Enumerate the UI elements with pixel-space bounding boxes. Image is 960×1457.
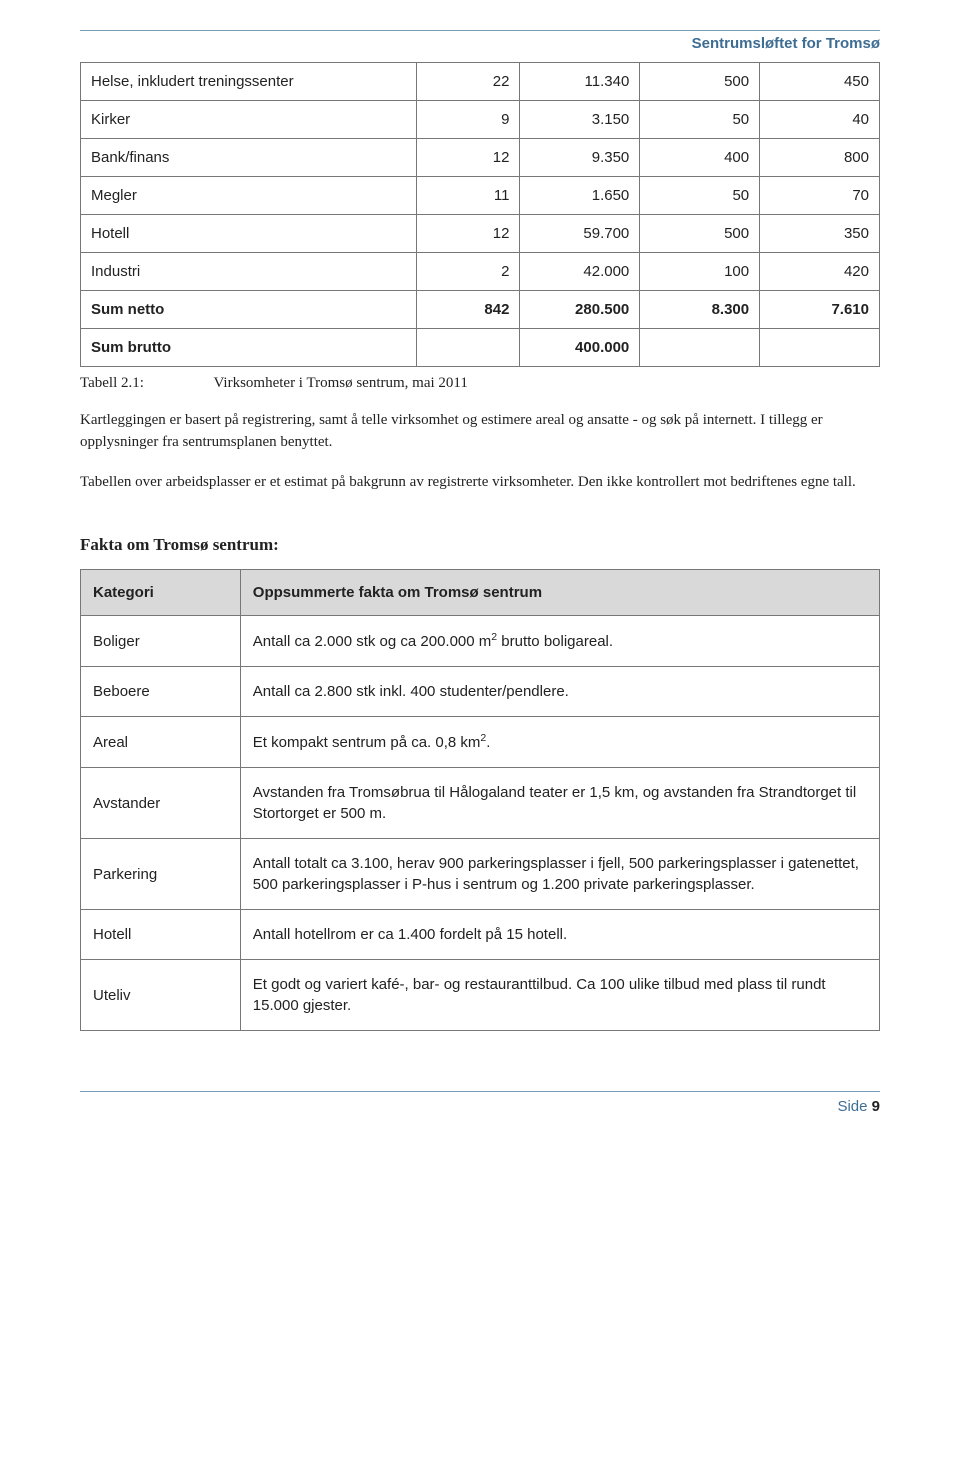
table-row: Industri242.000100420 bbox=[81, 253, 880, 291]
table-row: UtelivEt godt og variert kafé-, bar- og … bbox=[81, 960, 880, 1031]
row-label: Helse, inkludert treningssenter bbox=[81, 63, 417, 101]
row-value: 50 bbox=[640, 101, 760, 139]
table-row: Bank/finans129.350400800 bbox=[81, 139, 880, 177]
row-value: 9.350 bbox=[520, 139, 640, 177]
row-label: Hotell bbox=[81, 215, 417, 253]
row-value: 22 bbox=[416, 63, 520, 101]
row-value: 800 bbox=[760, 139, 880, 177]
row-value: 70 bbox=[760, 177, 880, 215]
footer-page-number: 9 bbox=[872, 1098, 880, 1115]
row-value: 11.340 bbox=[520, 63, 640, 101]
paragraph-1: Kartleggingen er basert på registrering,… bbox=[80, 410, 880, 454]
row-value bbox=[640, 329, 760, 367]
table-row: HotellAntall hotellrom er ca 1.400 forde… bbox=[81, 910, 880, 960]
row-value: 50 bbox=[640, 177, 760, 215]
fact-value: Avstanden fra Tromsøbrua til Hålogaland … bbox=[240, 768, 879, 839]
row-value: 1.650 bbox=[520, 177, 640, 215]
fakta-table: Kategori Oppsummerte fakta om Tromsø sen… bbox=[80, 569, 880, 1031]
row-value: 500 bbox=[640, 63, 760, 101]
fact-value: Antall totalt ca 3.100, herav 900 parker… bbox=[240, 839, 879, 910]
row-label: Sum brutto bbox=[81, 329, 417, 367]
table-row: Kirker93.1505040 bbox=[81, 101, 880, 139]
fact-category: Avstander bbox=[81, 768, 241, 839]
table-row: Hotell1259.700500350 bbox=[81, 215, 880, 253]
footer-side-label: Side bbox=[837, 1098, 867, 1115]
fact-category: Areal bbox=[81, 717, 241, 768]
table-caption: Tabell 2.1: Virksomheter i Tromsø sentru… bbox=[80, 375, 880, 392]
fact-category: Hotell bbox=[81, 910, 241, 960]
fact-value: Et kompakt sentrum på ca. 0,8 km2. bbox=[240, 717, 879, 768]
caption-text: Virksomheter i Tromsø sentrum, mai 2011 bbox=[213, 375, 467, 391]
virksomheter-table: Helse, inkludert treningssenter2211.3405… bbox=[80, 62, 880, 367]
table-row: Sum brutto 400.000 bbox=[81, 329, 880, 367]
row-value: 7.610 bbox=[760, 291, 880, 329]
row-label: Megler bbox=[81, 177, 417, 215]
row-value: 500 bbox=[640, 215, 760, 253]
page-footer: Side 9 bbox=[80, 1091, 880, 1115]
table-row: Megler111.6505070 bbox=[81, 177, 880, 215]
caption-label: Tabell 2.1: bbox=[80, 375, 210, 392]
table-row: BeboereAntall ca 2.800 stk inkl. 400 stu… bbox=[81, 667, 880, 717]
row-label: Bank/finans bbox=[81, 139, 417, 177]
table-row: AvstanderAvstanden fra Tromsøbrua til Hå… bbox=[81, 768, 880, 839]
row-value: 12 bbox=[416, 215, 520, 253]
row-value: 400 bbox=[640, 139, 760, 177]
fact-value: Antall ca 2.000 stk og ca 200.000 m2 bru… bbox=[240, 616, 879, 667]
row-value: 420 bbox=[760, 253, 880, 291]
row-value: 42.000 bbox=[520, 253, 640, 291]
row-value: 450 bbox=[760, 63, 880, 101]
row-value: 400.000 bbox=[520, 329, 640, 367]
fact-category: Uteliv bbox=[81, 960, 241, 1031]
fact-value: Antall hotellrom er ca 1.400 fordelt på … bbox=[240, 910, 879, 960]
fact-category: Boliger bbox=[81, 616, 241, 667]
fact-header-oppsummerte: Oppsummerte fakta om Tromsø sentrum bbox=[240, 570, 879, 616]
row-value: 12 bbox=[416, 139, 520, 177]
row-value bbox=[760, 329, 880, 367]
table-row: ParkeringAntall totalt ca 3.100, herav 9… bbox=[81, 839, 880, 910]
header-rule bbox=[80, 30, 880, 31]
table-row: Helse, inkludert treningssenter2211.3405… bbox=[81, 63, 880, 101]
table-row: ArealEt kompakt sentrum på ca. 0,8 km2. bbox=[81, 717, 880, 768]
page-header-title: Sentrumsløftet for Tromsø bbox=[80, 35, 880, 52]
row-value: 280.500 bbox=[520, 291, 640, 329]
row-value: 350 bbox=[760, 215, 880, 253]
row-label: Sum netto bbox=[81, 291, 417, 329]
fact-value: Antall ca 2.800 stk inkl. 400 studenter/… bbox=[240, 667, 879, 717]
fact-header-kategori: Kategori bbox=[81, 570, 241, 616]
row-value: 59.700 bbox=[520, 215, 640, 253]
row-value: 9 bbox=[416, 101, 520, 139]
row-label: Kirker bbox=[81, 101, 417, 139]
fact-value: Et godt og variert kafé-, bar- og restau… bbox=[240, 960, 879, 1031]
row-value: 40 bbox=[760, 101, 880, 139]
fact-category: Beboere bbox=[81, 667, 241, 717]
row-value: 11 bbox=[416, 177, 520, 215]
row-value: 2 bbox=[416, 253, 520, 291]
row-value: 100 bbox=[640, 253, 760, 291]
table-row: BoligerAntall ca 2.000 stk og ca 200.000… bbox=[81, 616, 880, 667]
section-heading: Fakta om Tromsø sentrum: bbox=[80, 535, 880, 555]
row-value: 8.300 bbox=[640, 291, 760, 329]
row-label: Industri bbox=[81, 253, 417, 291]
fact-category: Parkering bbox=[81, 839, 241, 910]
row-value bbox=[416, 329, 520, 367]
paragraph-2: Tabellen over arbeidsplasser er et estim… bbox=[80, 472, 880, 494]
row-value: 842 bbox=[416, 291, 520, 329]
table-row: Sum netto842280.5008.3007.610 bbox=[81, 291, 880, 329]
row-value: 3.150 bbox=[520, 101, 640, 139]
